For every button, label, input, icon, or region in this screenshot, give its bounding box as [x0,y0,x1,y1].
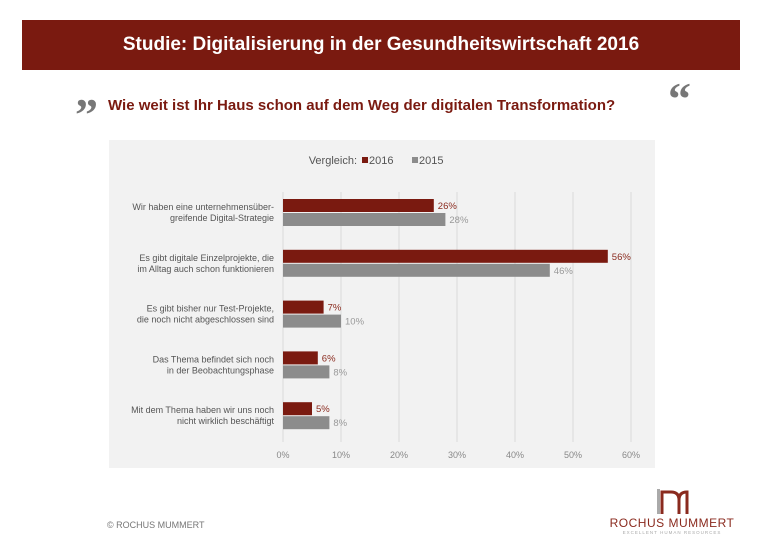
data-label: 28% [449,215,469,226]
data-label: 7% [328,303,342,314]
chart-background [109,140,655,468]
data-label: 10% [345,317,365,328]
data-label: 56% [612,252,632,263]
category-label: nicht wirklich beschäftigt [177,416,275,426]
legend-label: 2015 [419,155,443,167]
quote-close-icon: “ [668,73,691,124]
category-label: Mit dem Thema haben wir uns noch [131,405,274,415]
category-label: in der Beobachtungsphase [167,365,274,375]
logo-name: ROCHUS MUMMERT [609,516,735,530]
category-label: greifende Digital-Strategie [170,213,274,223]
header-title: Studie: Digitalisierung in der Gesundhei… [22,20,740,70]
x-tick-label: 0% [276,450,289,460]
bar-2016 [283,300,324,314]
category-label: Das Thema befindet sich noch [153,354,274,364]
legend-label: 2016 [369,155,393,167]
bar-2015 [283,263,550,277]
x-tick-label: 60% [622,450,640,460]
data-label: 5% [316,404,330,415]
logo-tagline: EXCELLENT HUMAN RESOURCES [622,530,722,535]
logo: ROCHUS MUMMERT EXCELLENT HUMAN RESOURCES [598,486,746,535]
bar-2015 [283,416,330,430]
category-label: die noch nicht abgeschlossen sind [137,315,274,325]
data-label: 46% [554,266,574,277]
x-tick-label: 30% [448,450,466,460]
data-label: 8% [333,418,347,429]
legend-title: Vergleich: [309,155,357,167]
x-tick-label: 40% [506,450,524,460]
copyright: © ROCHUS MUMMERT [107,520,205,530]
bar-2016 [283,199,434,212]
legend-swatch [362,157,368,163]
logo-mark-icon [657,489,689,514]
bar-2016 [283,351,318,365]
quote-open-icon: ” [75,89,98,140]
category-label: im Alltag auch schon funktionieren [137,264,274,274]
bar-2015 [283,213,446,226]
bar-2016 [283,249,608,263]
question-heading: Wie weit ist Ihr Haus schon auf dem Weg … [108,97,616,114]
x-tick-label: 10% [332,450,350,460]
data-label: 6% [322,353,336,364]
bar-2016 [283,402,312,416]
x-tick-label: 50% [564,450,582,460]
data-label: 8% [333,367,347,378]
data-label: 26% [438,201,458,212]
category-label: Wir haben eine unternehmensüber- [132,202,274,212]
bar-2015 [283,314,341,328]
bar-2015 [283,365,330,379]
category-label: Es gibt bisher nur Test-Projekte, [147,304,274,314]
category-label: Es gibt digitale Einzelprojekte, die [139,253,274,263]
legend-swatch [412,157,418,163]
x-tick-label: 20% [390,450,408,460]
